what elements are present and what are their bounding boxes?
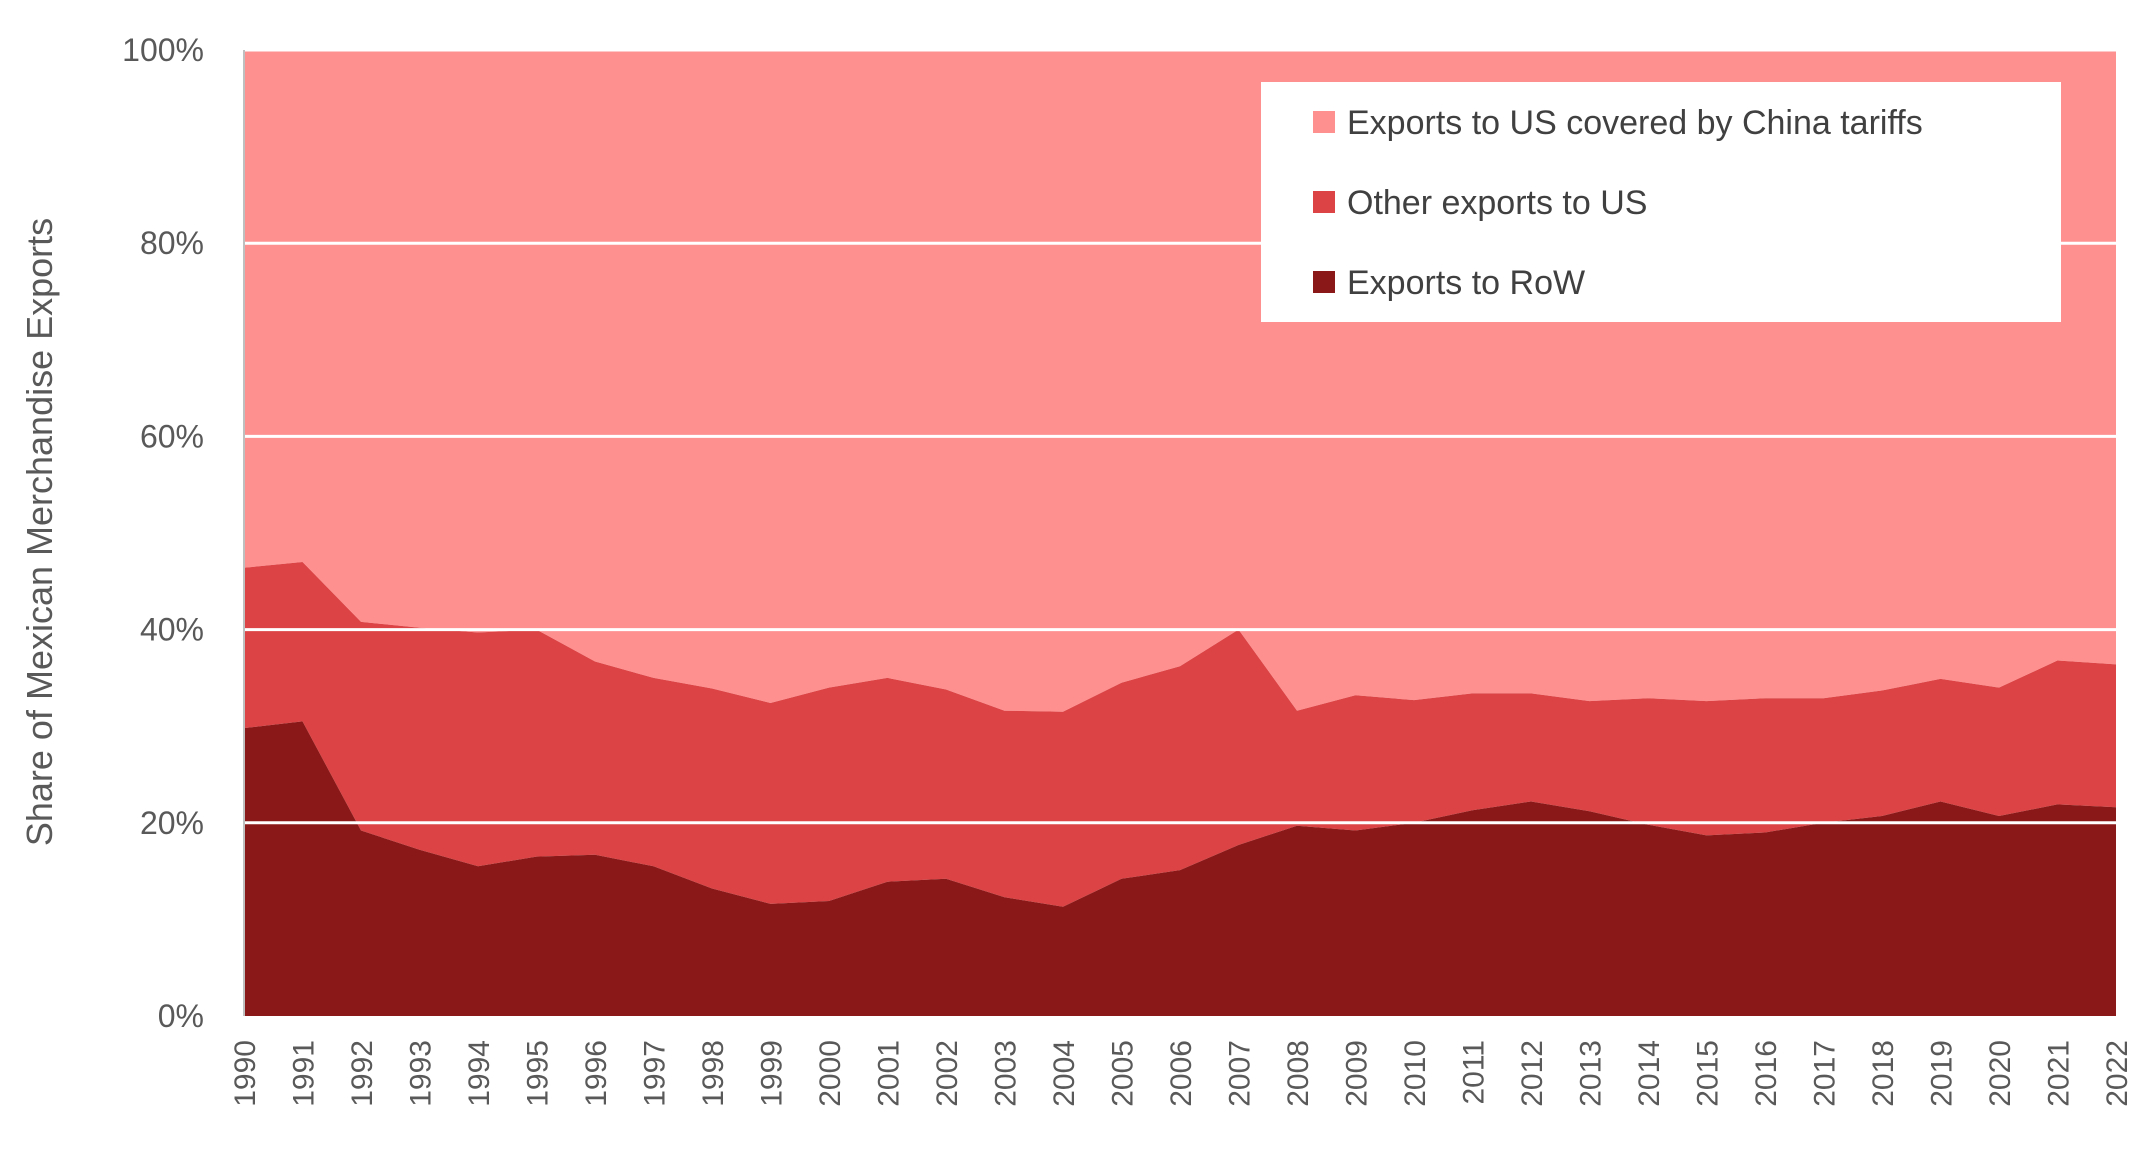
x-tick-label: 1999: [756, 1040, 789, 1107]
x-tick-label: 2017: [1809, 1040, 1842, 1107]
y-tick-label: 0%: [158, 998, 204, 1034]
area-exports-to-row: [244, 721, 2116, 1016]
legend-box: [1261, 82, 2061, 322]
x-tick-label: 2001: [873, 1040, 906, 1107]
legend-entry: Exports to RoW: [1347, 264, 1585, 302]
x-tick-label: 1997: [639, 1040, 672, 1107]
x-tick-label: 2021: [2043, 1040, 2076, 1107]
y-axis-ticks: 0% 20% 40% 60% 80% 100%: [122, 32, 204, 1034]
x-tick-label: 2006: [1165, 1040, 1198, 1107]
legend-swatch: [1313, 191, 1335, 213]
legend: Exports to US covered by China tariffs Ot…: [1261, 82, 2061, 322]
x-tick-label: 2013: [1575, 1040, 1608, 1107]
x-tick-label: 2011: [1458, 1040, 1491, 1105]
x-tick-label: 2004: [1048, 1040, 1081, 1107]
x-tick-label: 2022: [2101, 1040, 2134, 1107]
x-tick-label: 2016: [1750, 1040, 1783, 1107]
area-other-exports-to-us: [244, 562, 2116, 907]
x-tick-label: 2015: [1692, 1040, 1725, 1107]
y-tick-label: 40%: [140, 612, 204, 648]
y-tick-label: 60%: [140, 418, 204, 454]
x-tick-label: 1995: [522, 1040, 555, 1107]
legend-entry: Exports to US covered by China tariffs: [1347, 104, 1923, 142]
x-tick-label: 2019: [1926, 1040, 1959, 1107]
x-tick-label: 2005: [1107, 1040, 1140, 1107]
x-tick-label: 1994: [463, 1040, 496, 1107]
x-tick-label: 2014: [1633, 1040, 1666, 1107]
x-tick-label: 2000: [814, 1040, 847, 1107]
x-tick-label: 1996: [580, 1040, 613, 1107]
x-tick-label: 2018: [1867, 1040, 1900, 1107]
x-tick-label: 2003: [990, 1040, 1023, 1107]
legend-swatch: [1313, 271, 1335, 293]
x-tick-label: 1990: [229, 1040, 262, 1107]
y-axis-label: Share of Mexican Merchandise Exports: [19, 218, 60, 846]
x-tick-label: 2002: [931, 1040, 964, 1107]
x-tick-label: 2012: [1516, 1040, 1549, 1107]
x-tick-label: 2007: [1224, 1040, 1257, 1107]
x-tick-label: 2009: [1341, 1040, 1374, 1107]
x-tick-label: 1998: [697, 1040, 730, 1107]
gridlines: [243, 48, 2116, 1016]
y-tick-label: 80%: [140, 225, 204, 261]
x-tick-label: 2020: [1984, 1040, 2017, 1107]
y-tick-label: 20%: [140, 805, 204, 841]
legend-swatch: [1313, 111, 1335, 133]
legend-entry: Other exports to US: [1347, 184, 1647, 222]
x-tick-label: 2008: [1282, 1040, 1315, 1107]
x-tick-label: 1992: [346, 1040, 379, 1107]
y-tick-label: 100%: [122, 32, 204, 68]
x-tick-label: 1993: [405, 1040, 438, 1107]
x-tick-label: 1991: [288, 1040, 321, 1107]
x-axis-ticks: 1990 1991 1992 1993 1994 1995 1996 1997 1998 1999…: [229, 1040, 2134, 1107]
x-tick-label: 2010: [1399, 1040, 1432, 1107]
